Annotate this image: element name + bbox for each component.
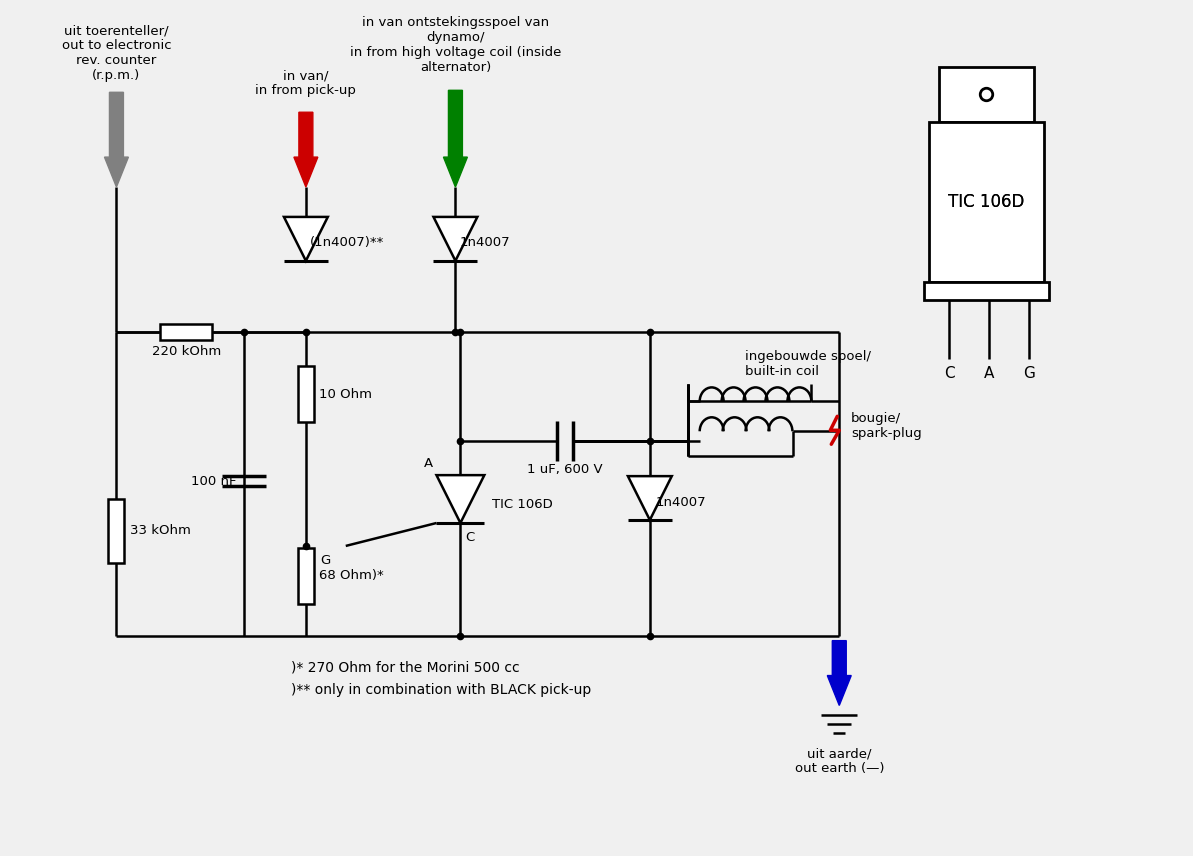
Text: C: C [465,532,475,544]
Text: uit toerenteller/
out to electronic
rev. counter
(r.p.m.): uit toerenteller/ out to electronic rev.… [62,24,172,82]
Text: 1 uF, 600 V: 1 uF, 600 V [527,462,602,476]
Bar [925,282,1049,300]
FancyArrow shape [105,92,129,187]
Text: A: A [984,366,994,381]
Text: 1n4007: 1n4007 [656,496,706,508]
FancyArrow shape [293,112,317,187]
Text: 10 Ohm: 10 Ohm [319,388,372,401]
Text: in van ontstekingsspoel van
dynamo/
in from high voltage coil (inside
alternator: in van ontstekingsspoel van dynamo/ in f… [350,16,561,74]
Text: C: C [944,366,954,381]
Polygon shape [284,217,328,261]
Bar [298,548,314,603]
Text: 68 Ohm)*: 68 Ohm)* [319,569,384,582]
Bar [109,499,124,563]
Text: TIC 106D: TIC 106D [947,193,1024,211]
Text: 1n4007: 1n4007 [459,236,511,249]
FancyArrow shape [444,90,468,187]
Text: )* 270 Ohm for the Morini 500 cc: )* 270 Ohm for the Morini 500 cc [291,661,519,675]
Bar [939,68,1033,122]
Bar [298,366,314,422]
Text: uit aarde/
out earth (—): uit aarde/ out earth (—) [795,747,884,776]
Text: TIC 106D: TIC 106D [947,193,1024,211]
Bar [929,122,1044,282]
Text: in van/
in from pick-up: in van/ in from pick-up [255,69,357,98]
Polygon shape [628,476,672,520]
Text: )** only in combination with BLACK pick-up: )** only in combination with BLACK pick-… [291,682,592,697]
FancyArrow shape [827,640,852,705]
Text: G: G [1022,366,1034,381]
Text: G: G [321,555,330,568]
Text: ingebouwde spoel/
built-in coil: ingebouwde spoel/ built-in coil [744,350,871,378]
Polygon shape [433,217,477,261]
Text: bougie/
spark-plug: bougie/ spark-plug [852,413,922,440]
Text: (1n4007)**: (1n4007)** [310,236,384,249]
Bar [160,324,212,340]
Text: A: A [424,457,433,470]
Polygon shape [437,475,484,523]
Text: TIC 106D: TIC 106D [493,497,554,510]
Text: 33 kOhm: 33 kOhm [130,525,191,538]
Text: 100 nF: 100 nF [191,474,236,488]
Text: 220 kOhm: 220 kOhm [152,345,221,358]
